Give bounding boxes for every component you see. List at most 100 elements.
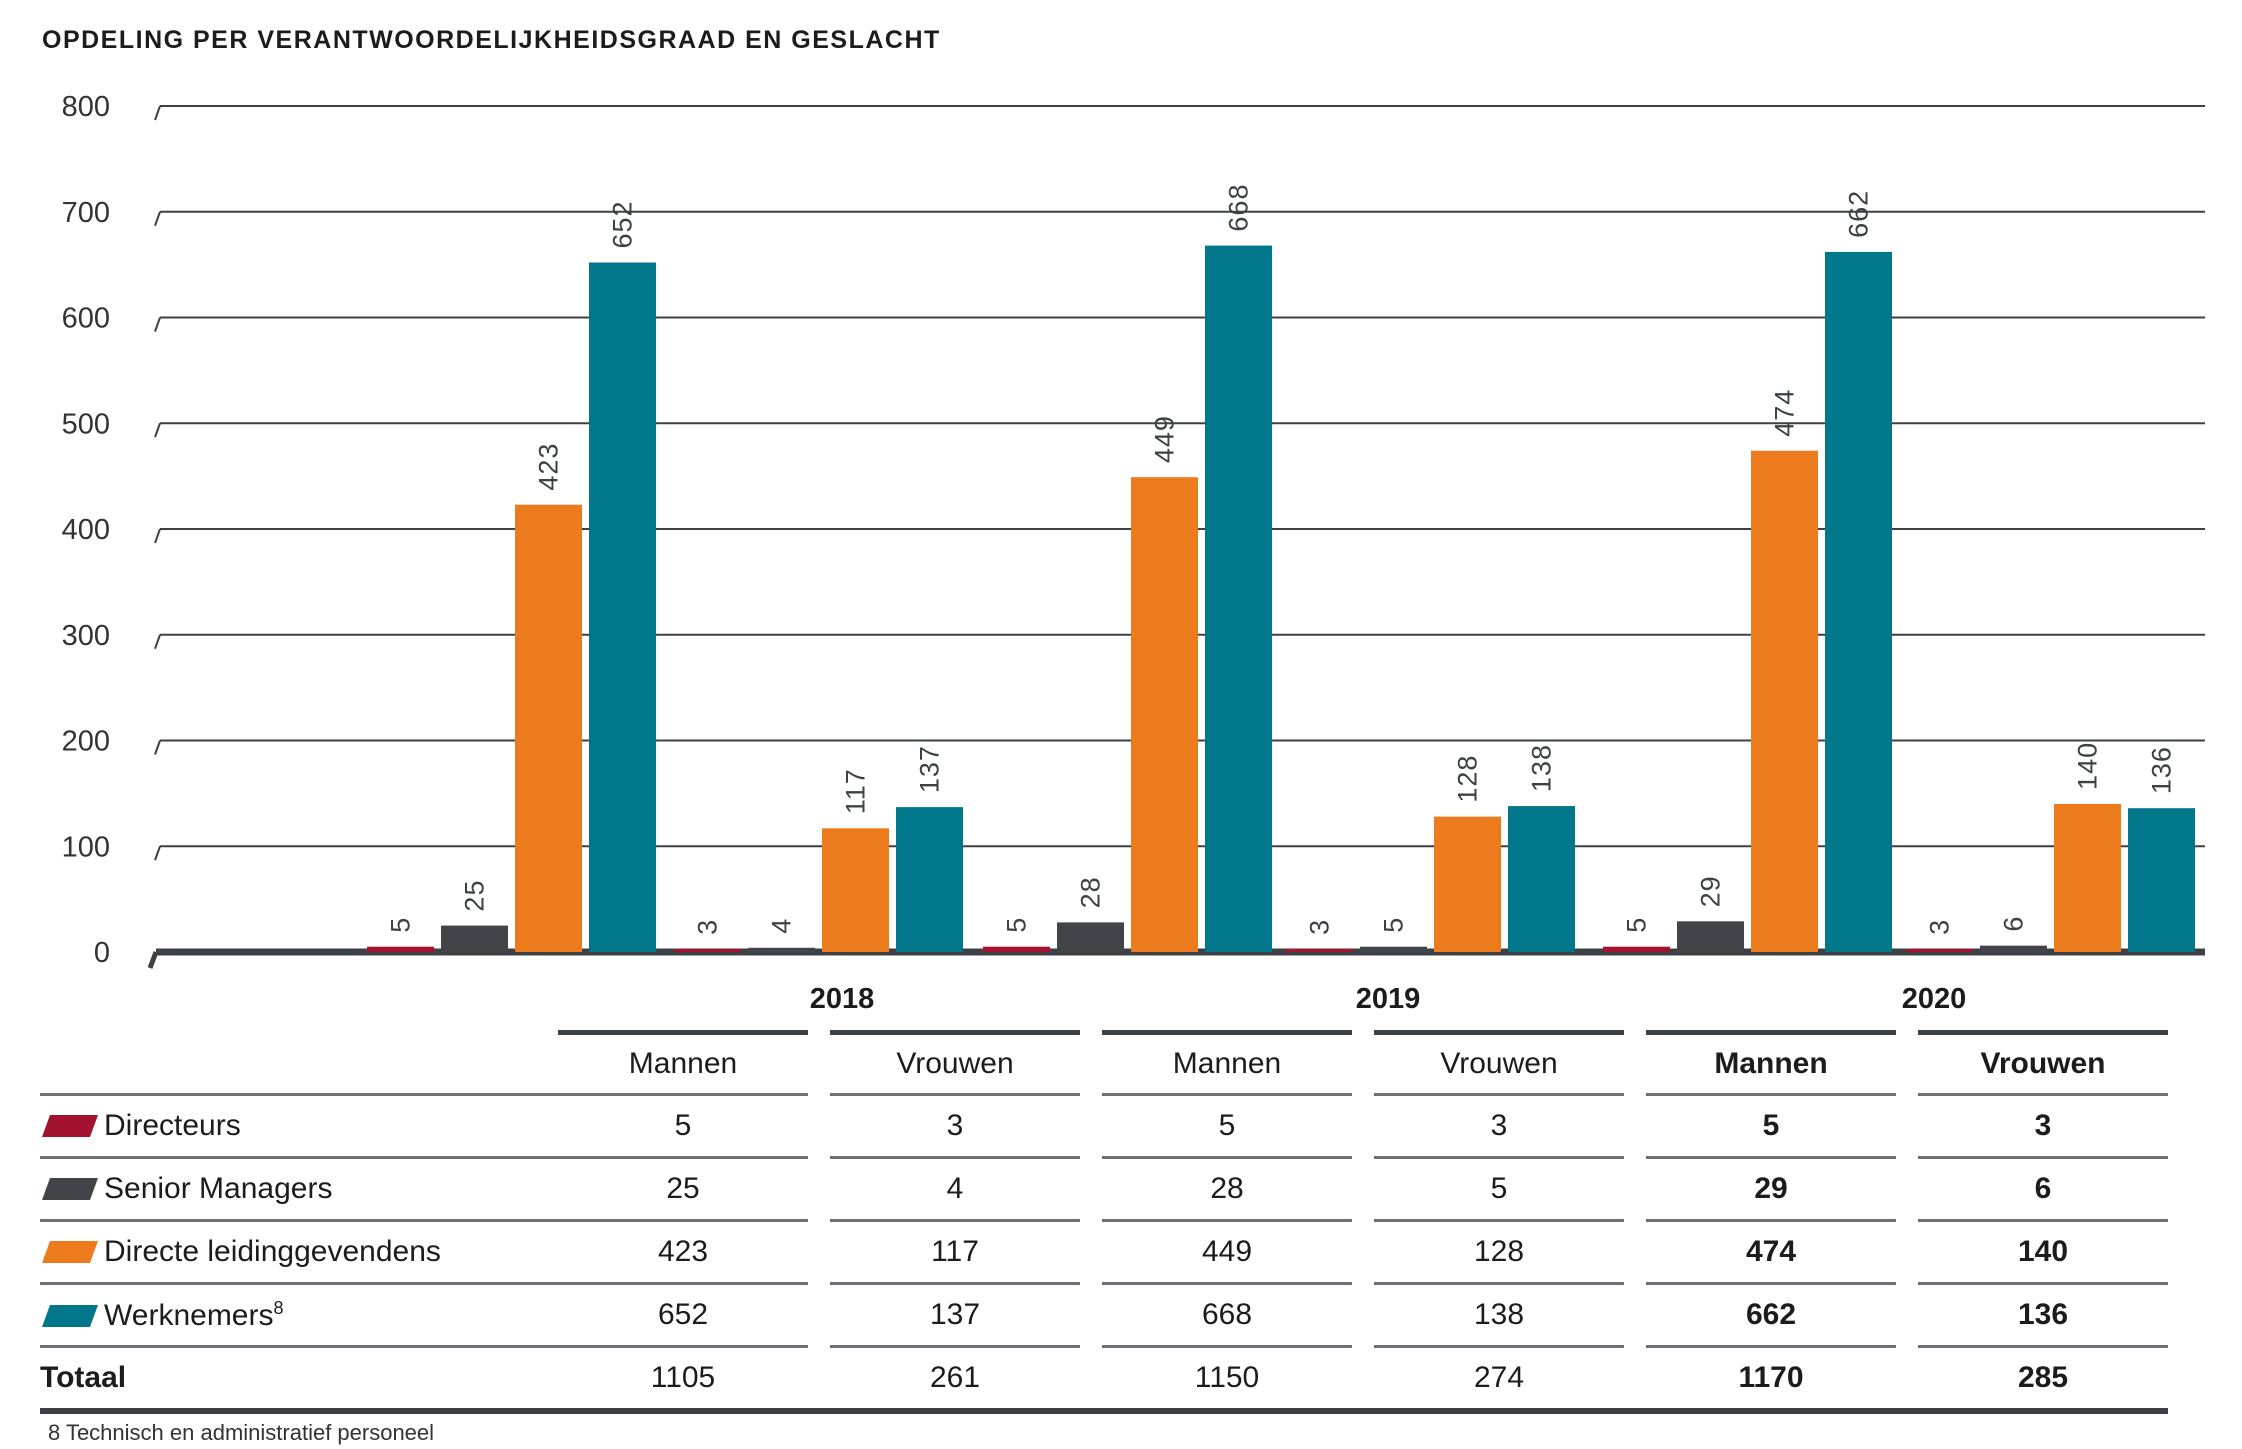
- table-gap: [1080, 1159, 1102, 1222]
- table-header-empty: [40, 1030, 558, 1096]
- data-label: 3: [1305, 919, 1335, 935]
- table-cell: 5: [1374, 1159, 1624, 1222]
- data-label: 6: [1999, 916, 2029, 932]
- data-label: 5: [1622, 917, 1652, 933]
- table-cell: 668: [1102, 1285, 1352, 1348]
- y-tick-label: 100: [62, 831, 110, 863]
- bar: [1360, 946, 1427, 952]
- bar-chart: 0 100 200 300 400 500 600 700 800 5 25 423 652 3 4 117 1…: [62, 91, 2205, 1015]
- total-cell: 285: [1918, 1348, 2168, 1414]
- table-gap: [1896, 1222, 1918, 1285]
- legend-swatch: [41, 1115, 99, 1137]
- bar: [2054, 803, 2121, 952]
- y-tick-label: 400: [62, 514, 110, 546]
- table-cell: 3: [830, 1096, 1080, 1159]
- table-gap: [1352, 1030, 1374, 1096]
- table-cell: 136: [1918, 1285, 2168, 1348]
- table-gap: [1896, 1348, 1918, 1414]
- table-cell: 5: [1646, 1096, 1896, 1159]
- data-label: 449: [1150, 415, 1180, 463]
- year-label: 2018: [810, 983, 875, 1015]
- data-label: 138: [1527, 744, 1557, 792]
- table-cell: 28: [1102, 1159, 1352, 1222]
- column-header: Vrouwen: [1918, 1030, 2168, 1096]
- year-label: 2019: [1356, 983, 1421, 1015]
- data-label: 5: [386, 917, 416, 933]
- table-cell: 137: [830, 1285, 1080, 1348]
- column-header: Mannen: [1102, 1030, 1352, 1096]
- y-tick-mark: [154, 528, 161, 544]
- bar: [589, 262, 656, 952]
- table-gap: [1080, 1096, 1102, 1159]
- table-cell: 3: [1918, 1096, 2168, 1159]
- data-label: 25: [460, 880, 490, 912]
- column-header: Mannen: [558, 1030, 808, 1096]
- data-label: 28: [1076, 876, 1106, 908]
- table-gap: [808, 1030, 830, 1096]
- table-cell: 5: [558, 1096, 808, 1159]
- total-cell: 1105: [558, 1348, 808, 1414]
- row-label-text: Directe leidinggevendens: [104, 1235, 441, 1268]
- y-tick-label: 600: [62, 303, 110, 335]
- table-row: Directeurs 5 3 5 3 5 3: [40, 1096, 2168, 1159]
- y-tick-mark: [154, 422, 161, 438]
- bar: [1286, 948, 1353, 952]
- table-cell: 4: [830, 1159, 1080, 1222]
- bar: [1751, 450, 1818, 952]
- bar: [2128, 808, 2195, 952]
- table-cell: 423: [558, 1222, 808, 1285]
- table-gap: [1352, 1222, 1374, 1285]
- legend-swatch: [41, 1178, 99, 1200]
- row-label: Senior Managers: [40, 1159, 558, 1222]
- bar: [1603, 946, 1670, 952]
- bar: [1508, 806, 1575, 952]
- row-label-text: Directeurs: [104, 1109, 241, 1142]
- y-tick-mark: [154, 740, 161, 755]
- total-cell: 274: [1374, 1348, 1624, 1414]
- table-gap: [1352, 1096, 1374, 1159]
- year-label: 2020: [1902, 983, 1967, 1015]
- data-table: Mannen Vrouwen Mannen Vrouwen Mannen Vrouwen D…: [40, 1030, 2168, 1414]
- table-gap: [1896, 1285, 1918, 1348]
- column-header: Vrouwen: [1374, 1030, 1624, 1096]
- y-tick-mark: [154, 634, 161, 650]
- bar: [822, 828, 889, 952]
- legend-swatch: [41, 1241, 99, 1263]
- row-label-text: Senior Managers: [104, 1172, 333, 1205]
- table-cell: 6: [1918, 1159, 2168, 1222]
- bar: [1906, 948, 1973, 952]
- legend-swatch: [41, 1304, 99, 1327]
- data-label: 4: [767, 918, 797, 934]
- table-gap: [1080, 1348, 1102, 1414]
- table-cell: 662: [1646, 1285, 1896, 1348]
- table-gap: [1624, 1030, 1646, 1096]
- table-row: Senior Managers 25 4 28 5 29 6: [40, 1159, 2168, 1222]
- bar: [748, 947, 815, 952]
- data-label: 652: [608, 200, 638, 248]
- column-header: Mannen: [1646, 1030, 1896, 1096]
- table-cell: 5: [1102, 1096, 1352, 1159]
- bar: [896, 807, 963, 952]
- row-label: Directe leidinggevendens: [40, 1222, 558, 1285]
- bar: [1057, 922, 1124, 952]
- table-cell: 3: [1374, 1096, 1624, 1159]
- bar: [441, 925, 508, 952]
- y-tick-label: 500: [62, 408, 110, 440]
- table-cell: 140: [1918, 1222, 2168, 1285]
- table-gap: [1080, 1285, 1102, 1348]
- y-tick-mark: [154, 211, 161, 227]
- bar: [983, 946, 1050, 952]
- table-gap: [1624, 1096, 1646, 1159]
- data-label: 117: [841, 768, 871, 814]
- table-cell: 128: [1374, 1222, 1624, 1285]
- bar: [1825, 251, 1892, 952]
- total-cell: 1150: [1102, 1348, 1352, 1414]
- table-gap: [808, 1285, 830, 1348]
- y-tick-label: 300: [62, 620, 110, 652]
- data-label: 668: [1224, 184, 1254, 232]
- table-gap: [1352, 1348, 1374, 1414]
- x-axis-tick: [147, 951, 159, 969]
- bar: [367, 946, 434, 952]
- bar: [1677, 921, 1744, 952]
- table-gap: [1896, 1030, 1918, 1096]
